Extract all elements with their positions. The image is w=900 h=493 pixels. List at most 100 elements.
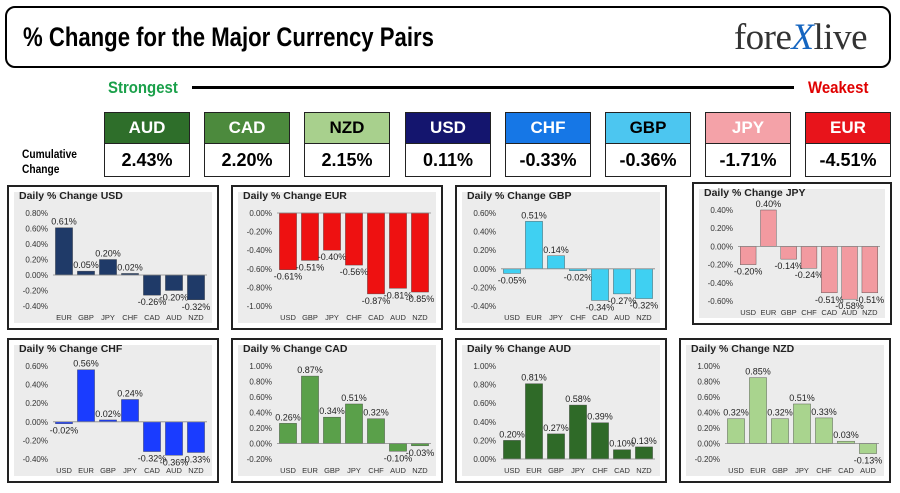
bar-gbp — [780, 246, 797, 260]
x-tick-label: JPY — [325, 313, 339, 322]
bar-chart: 1.00%0.80%0.60%0.40%0.20%0.00%0.20%USD0.… — [473, 362, 657, 475]
data-label: 0.61% — [51, 217, 77, 227]
currency-code: USD — [406, 113, 490, 144]
y-tick-label: 0.00% — [25, 418, 48, 427]
y-tick-label: 0.00% — [473, 455, 496, 464]
x-tick-label: NZD — [636, 313, 652, 322]
bar-aud — [389, 212, 407, 289]
data-label: -0.14% — [774, 261, 803, 271]
data-label: 0.02% — [95, 409, 121, 419]
y-tick-label: 0.60% — [697, 393, 720, 402]
bar-aud — [389, 443, 407, 452]
chart-title: Daily % Change EUR — [243, 190, 347, 202]
data-label: 0.13% — [631, 436, 657, 446]
data-label: -0.87% — [362, 296, 391, 306]
bar-jpy — [793, 403, 811, 444]
data-label: 0.20% — [95, 249, 121, 259]
x-tick-label: GBP — [548, 466, 564, 475]
data-label: -0.81% — [384, 290, 413, 300]
data-label: 0.81% — [521, 373, 547, 383]
chart-panel-1: Daily % Change USD 0.80% 0.60% 0.40% 0.20% 0.… — [7, 185, 219, 330]
currency-box-gbp: GBP -0.36% — [605, 112, 691, 177]
x-tick-label: JPY — [347, 466, 361, 475]
bar-cad — [821, 246, 838, 294]
data-label: -0.51% — [856, 295, 885, 305]
currency-code: NZD — [305, 113, 389, 144]
y-tick-label: 0.00% — [25, 271, 48, 280]
bar-aud — [859, 443, 877, 454]
x-tick-label: JPY — [795, 466, 809, 475]
bar-jpy — [323, 212, 341, 251]
bar-gbp — [301, 212, 319, 261]
currency-box-cad: CAD 2.20% — [204, 112, 290, 177]
y-tick-label: -0.60% — [247, 265, 272, 274]
x-tick-label: USD — [504, 466, 520, 475]
x-tick-label: AUD — [390, 313, 406, 322]
x-tick-label: CHF — [122, 313, 138, 322]
bar-aud — [841, 246, 858, 300]
weakest-label: Weakest — [808, 78, 869, 97]
y-tick-label: 0.80% — [697, 378, 720, 387]
x-tick-label: USD — [504, 313, 520, 322]
data-label: 0.27% — [543, 423, 569, 433]
y-tick-label: 0.80% — [473, 381, 496, 390]
data-label: 0.03% — [833, 430, 859, 440]
x-tick-label: CHF — [816, 466, 832, 475]
bar-jpy — [99, 259, 117, 276]
x-tick-label: CAD — [368, 313, 384, 322]
currency-box-aud: AUD 2.43% — [104, 112, 190, 177]
x-tick-label: AUD — [166, 466, 182, 475]
bar-cad — [613, 449, 631, 460]
y-tick-label: 0.20% — [25, 399, 48, 408]
data-label: 0.24% — [117, 388, 143, 398]
y-tick-label: -0.40% — [23, 455, 48, 464]
data-label: 0.32% — [363, 408, 389, 418]
y-tick-label: 0.00% — [473, 265, 496, 274]
bar-eur — [55, 227, 73, 276]
x-tick-label: GBP — [78, 313, 94, 322]
data-label: 0.32% — [767, 408, 793, 418]
data-label: -0.51% — [296, 262, 325, 272]
x-tick-label: CHF — [801, 308, 817, 317]
x-tick-label: NZD — [862, 308, 878, 317]
x-tick-label: EUR — [526, 313, 542, 322]
x-tick-label: CAD — [614, 466, 630, 475]
data-label: -0.61% — [274, 272, 303, 282]
data-label: 0.51% — [789, 393, 815, 403]
data-label: 0.14% — [543, 245, 569, 255]
chart-area — [686, 345, 884, 476]
bar-chf — [815, 417, 833, 444]
y-tick-label: -0.20% — [247, 455, 272, 464]
cumulative-change-value: -1.71% — [706, 144, 790, 176]
data-label: 0.39% — [587, 412, 613, 422]
bar-cad — [591, 268, 609, 301]
chart-title: Daily % Change CAD — [243, 343, 348, 355]
y-tick-label: 0.00% — [249, 209, 272, 218]
data-label: -0.13% — [854, 456, 883, 466]
bar-eur — [301, 375, 319, 444]
forexlive-logo: foreXlive — [733, 17, 868, 58]
cumulative-change-value: -4.51% — [806, 144, 890, 176]
x-tick-label: EUR — [526, 466, 542, 475]
bar-chf — [800, 246, 818, 269]
x-tick-label: NZD — [412, 313, 428, 322]
data-label: -0.32% — [182, 302, 211, 312]
bar-nzd — [411, 212, 429, 293]
x-tick-label: AUD — [842, 308, 858, 317]
data-label: -0.34% — [586, 302, 615, 312]
y-tick-label: -0.20% — [23, 436, 48, 445]
bar-aud — [613, 268, 631, 295]
data-label: -0.20% — [160, 293, 189, 303]
x-tick-label: AUD — [390, 466, 406, 475]
y-tick-label: 0.60% — [25, 225, 48, 234]
y-tick-label: 0.40% — [473, 228, 496, 237]
data-label: -0.33% — [182, 454, 211, 464]
bar-usd — [503, 440, 521, 460]
data-label: 0.32% — [723, 408, 749, 418]
y-tick-label: -0.60% — [708, 297, 733, 306]
bar-eur — [525, 221, 543, 269]
data-label: 0.51% — [521, 210, 547, 220]
chart-panel-8: Daily % Change NZD 1.00% 0.80% 0.60% 0.40% 0.… — [679, 338, 891, 483]
x-tick-label: JPY — [101, 313, 115, 322]
bar-aud — [165, 421, 183, 456]
